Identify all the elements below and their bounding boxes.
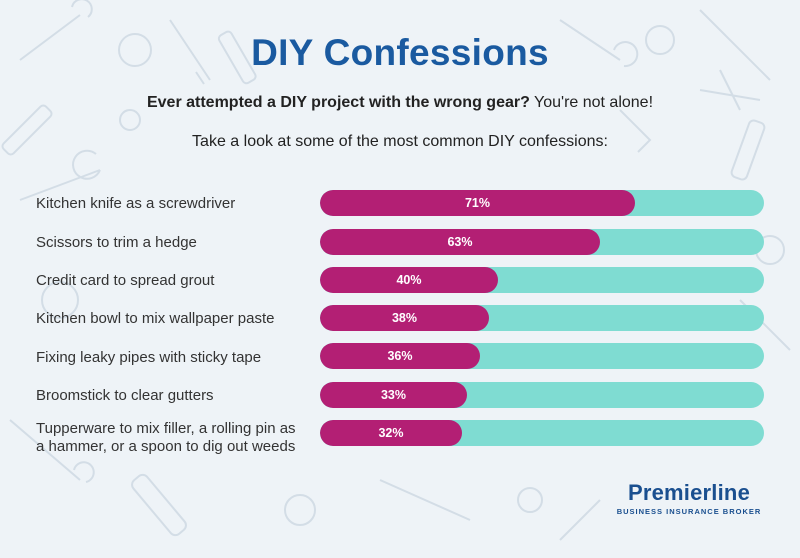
bar-value-label: 40%	[396, 273, 422, 287]
bar-fill	[320, 190, 635, 216]
bar-value-label: 38%	[391, 311, 418, 325]
bar-track: 38%	[320, 305, 764, 331]
bar-track: 33%	[320, 382, 764, 408]
bar-category-label: Scissors to trim a hedge	[36, 234, 197, 251]
bar-value-label: 33%	[380, 388, 407, 402]
bar-fill	[320, 267, 498, 293]
intro-text: Take a look at some of the most common D…	[192, 133, 608, 150]
bar-track: 63%	[320, 229, 764, 255]
bar-fill	[320, 382, 467, 408]
bar-category-label: Tupperware to mix filler, a rolling pin …	[36, 420, 296, 455]
bar-category-label: Kitchen bowl to mix wallpaper paste	[36, 310, 275, 327]
bar-track: 32%	[320, 420, 764, 446]
bar-track: 40%	[320, 267, 764, 293]
bar-value-label: 63%	[447, 235, 473, 249]
page-title: DIY Confessions	[251, 32, 549, 73]
bar-track: 71%	[320, 190, 764, 216]
logo-wordmark: Premierline	[627, 480, 751, 505]
logo-tagline: BUSINESS INSURANCE BROKER	[616, 507, 762, 516]
subtitle-answer: You're not alone!	[529, 94, 654, 111]
subtitle-question: Ever attempted a DIY project with the wr…	[146, 94, 530, 111]
subtitle: Ever attempted a DIY project with the wr…	[0, 94, 800, 112]
premierline-logo: Premierline BUSINESS INSURANCE BROKER	[614, 480, 764, 516]
bar-fill	[320, 305, 489, 331]
bar-category-label: Credit card to spread grout	[36, 272, 215, 289]
bar-category-label: Broomstick to clear gutters	[36, 387, 214, 404]
bar-category-label: Fixing leaky pipes with sticky tape	[36, 349, 262, 366]
bar-track: 36%	[320, 343, 764, 369]
bar-fill	[320, 343, 480, 369]
bar-category-label: Kitchen knife as a screwdriver	[36, 195, 236, 212]
bar-fill	[320, 420, 462, 446]
bar-value-label: 36%	[387, 349, 413, 363]
bar-value-label: 32%	[378, 426, 404, 440]
bar-fill	[320, 229, 600, 255]
bar-value-label: 71%	[464, 196, 491, 210]
